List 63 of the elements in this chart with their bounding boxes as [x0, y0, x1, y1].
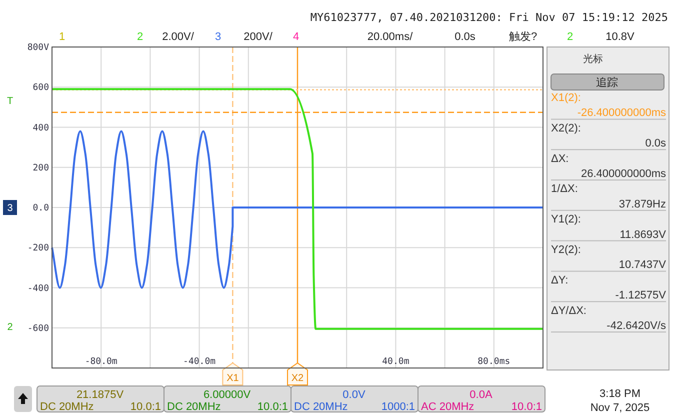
text: 10.8V — [606, 31, 636, 43]
text: 4 — [292, 31, 300, 43]
ref-line-label: X1 — [226, 373, 240, 384]
text: 200V/ — [244, 31, 274, 43]
text: DC 20MHz — [294, 401, 348, 413]
text: ΔX: — [551, 152, 569, 165]
x-tick-label: 80.0ms — [478, 357, 510, 367]
text: 10.0:1 — [130, 401, 161, 413]
y-tick-label: 600 — [32, 83, 49, 94]
text: 0.0s — [645, 138, 666, 150]
text: 1 — [58, 31, 66, 43]
text: 0.0V — [342, 389, 366, 401]
text: 0.0A — [470, 389, 493, 401]
x-tick-label: 40.0m — [382, 357, 410, 367]
text: X1(2): — [551, 92, 581, 104]
text: Nov 7, 2025 — [590, 402, 650, 414]
text: Y2(2): — [551, 244, 581, 256]
text: 3:18 PM — [600, 388, 640, 400]
text: 21.1875V — [76, 389, 124, 401]
text: 3 — [7, 203, 14, 214]
text: DC 20MHz — [167, 401, 221, 413]
text: 11.8693V — [620, 228, 667, 241]
text: -1.12575V — [615, 290, 667, 302]
text: X2(2): — [551, 122, 581, 134]
text: 1000:1 — [381, 401, 415, 413]
text: 2.00V/ — [162, 31, 195, 43]
text: ΔY/ΔX: — [551, 304, 586, 317]
text: AC 20MHz — [421, 401, 474, 413]
y-tick-label: -400 — [27, 284, 49, 294]
text: 10.0:1 — [511, 401, 542, 413]
y-tick-label: 200 — [32, 163, 49, 174]
text: 追踪 — [596, 76, 618, 89]
text: 2 — [566, 31, 574, 43]
y-tick-label: 0.0 — [32, 204, 49, 214]
y-tick-label: 400 — [32, 123, 49, 134]
y-tick-label: 800V — [27, 43, 50, 53]
text: 3 — [214, 31, 222, 43]
text: T — [6, 96, 14, 107]
text: 0.0s — [454, 31, 476, 43]
text: 1/ΔX: — [551, 183, 578, 196]
text: 光标 — [583, 53, 603, 65]
y-tick-label: -200 — [27, 244, 49, 254]
x-tick-label: -40.0m — [183, 357, 216, 367]
chart-title: MY61023777, 07.40.2021031200: Fri Nov 07 15:19:12 2025 — [310, 11, 668, 24]
text: 2 — [136, 31, 144, 43]
text: 10.0:1 — [257, 401, 288, 413]
text: 10.7437V — [618, 259, 667, 272]
line-series — [51, 88, 544, 330]
text: DC 20MHz — [40, 401, 94, 413]
text: ΔY: — [551, 274, 568, 286]
x-tick-label: -80.0m — [84, 357, 118, 367]
text: -26.400000000ms — [577, 107, 666, 120]
text: 2 — [7, 322, 14, 333]
text: Y1(2): — [551, 214, 581, 226]
text: -42.6420V/s — [606, 320, 666, 332]
ref-line-label: X2 — [291, 373, 304, 384]
text: 20.00ms/ — [367, 31, 414, 43]
y-tick-label: -600 — [27, 324, 49, 334]
text: 触发? — [508, 31, 538, 43]
text: 6.00000V — [203, 389, 252, 401]
text: 26.400000000ms — [580, 168, 666, 180]
line-series — [51, 130, 544, 289]
text: 37.879Hz — [618, 198, 666, 210]
